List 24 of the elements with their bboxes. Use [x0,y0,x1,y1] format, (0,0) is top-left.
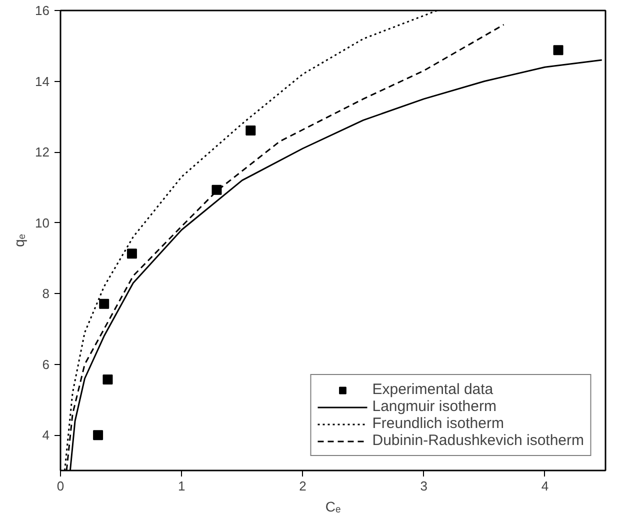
y-tick-label: 8 [42,286,50,302]
point [99,298,110,309]
y-tick-label: 14 [35,74,50,89]
x-tick-label: 4 [541,478,549,494]
y-tick-label: 4 [42,428,50,443]
y-tick-label: 16 [35,3,50,18]
x-tick-label: 1 [178,478,186,494]
y-tick-label: 12 [35,144,50,160]
point [102,374,113,385]
point [126,248,137,259]
y-tick-label: 10 [35,215,50,230]
legend-label: Experimental data [372,381,494,398]
x-tick-label: 2 [299,478,306,494]
y-tick-label: 6 [42,356,50,372]
x-tick-label: 3 [420,478,428,494]
x-axis-title: Cₑ [325,498,341,514]
legend-label: Freundlich isotherm [372,415,504,432]
point [93,430,104,440]
point [553,45,564,56]
legend-label: Langmuir isotherm [372,398,496,415]
y-axis-title: qₑ [11,234,28,247]
point [246,125,256,136]
legend-label: Dubinin-Radushkevich isotherm [372,432,584,449]
x-tick-label: 0 [56,478,64,494]
